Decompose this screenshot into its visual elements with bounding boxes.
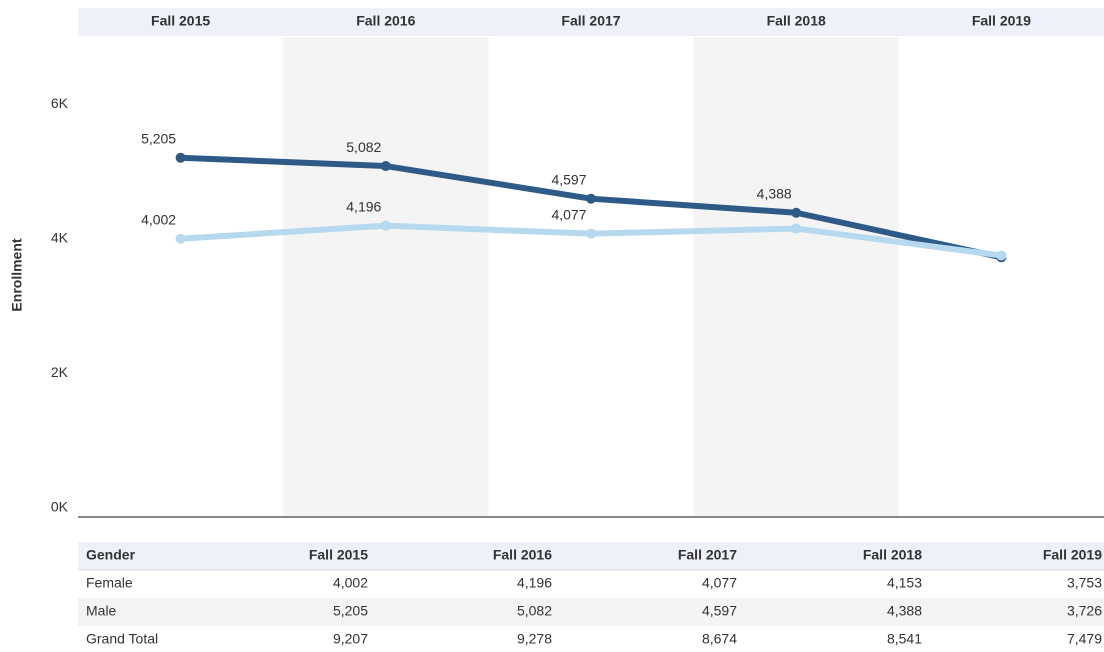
table-header: Fall 2019 <box>1043 547 1102 563</box>
table-header: Fall 2017 <box>678 547 737 563</box>
table-cell: 8,674 <box>702 631 737 647</box>
column-header: Fall 2017 <box>561 13 620 29</box>
point <box>791 207 802 218</box>
table-cell: 8,541 <box>887 631 922 647</box>
column-header: Fall 2015 <box>151 13 210 29</box>
table-cell: 9,278 <box>517 631 552 647</box>
point <box>586 193 596 204</box>
y-tick-label: 6K <box>51 95 69 111</box>
point <box>791 223 802 234</box>
column-header: Fall 2019 <box>972 13 1031 29</box>
data-label: 4,196 <box>346 198 381 214</box>
table-cell: 3,726 <box>1067 603 1102 619</box>
table-cell: 5,082 <box>517 603 552 619</box>
header-band <box>78 8 1104 36</box>
data-label: 5,205 <box>141 130 176 146</box>
table-cell: 4,002 <box>333 575 368 591</box>
table-cell: 4,196 <box>517 575 552 591</box>
data-label: 5,082 <box>346 139 381 155</box>
row-bg <box>78 598 1104 626</box>
data-label: 4,388 <box>757 185 792 201</box>
point <box>175 152 186 163</box>
table-cell: 7,479 <box>1067 631 1102 647</box>
point <box>586 228 596 239</box>
y-tick-label: 4K <box>51 230 69 246</box>
column-header: Fall 2018 <box>767 13 826 29</box>
table-cell: 4,077 <box>702 575 737 591</box>
table-cell: Female <box>86 575 133 591</box>
table-cell: 4,153 <box>887 575 922 591</box>
table-cell: 9,207 <box>333 631 368 647</box>
table-header: Fall 2018 <box>863 547 922 563</box>
table-cell: 3,753 <box>1067 575 1102 591</box>
column-band <box>693 37 899 517</box>
data-label: 4,597 <box>551 171 586 187</box>
point <box>175 233 186 244</box>
table-cell: 4,388 <box>887 603 922 619</box>
table-header: Gender <box>86 547 136 563</box>
data-label: 4,002 <box>141 211 176 227</box>
y-tick-label: 0K <box>51 499 69 515</box>
table-header-bg <box>78 542 1104 570</box>
y-tick-label: 2K <box>51 364 69 380</box>
table-cell: 4,597 <box>702 603 737 619</box>
table-cell: 5,205 <box>333 603 368 619</box>
table-header: Fall 2015 <box>309 547 368 563</box>
table-header: Fall 2016 <box>493 547 552 563</box>
column-band <box>283 37 489 517</box>
y-axis-label: Enrollment <box>9 238 25 311</box>
point <box>996 250 1007 261</box>
column-header: Fall 2016 <box>356 13 415 29</box>
point <box>380 161 391 172</box>
point <box>380 220 391 231</box>
table-cell: Male <box>86 603 117 619</box>
table-cell: Grand Total <box>86 631 158 647</box>
data-label: 4,077 <box>551 206 586 222</box>
